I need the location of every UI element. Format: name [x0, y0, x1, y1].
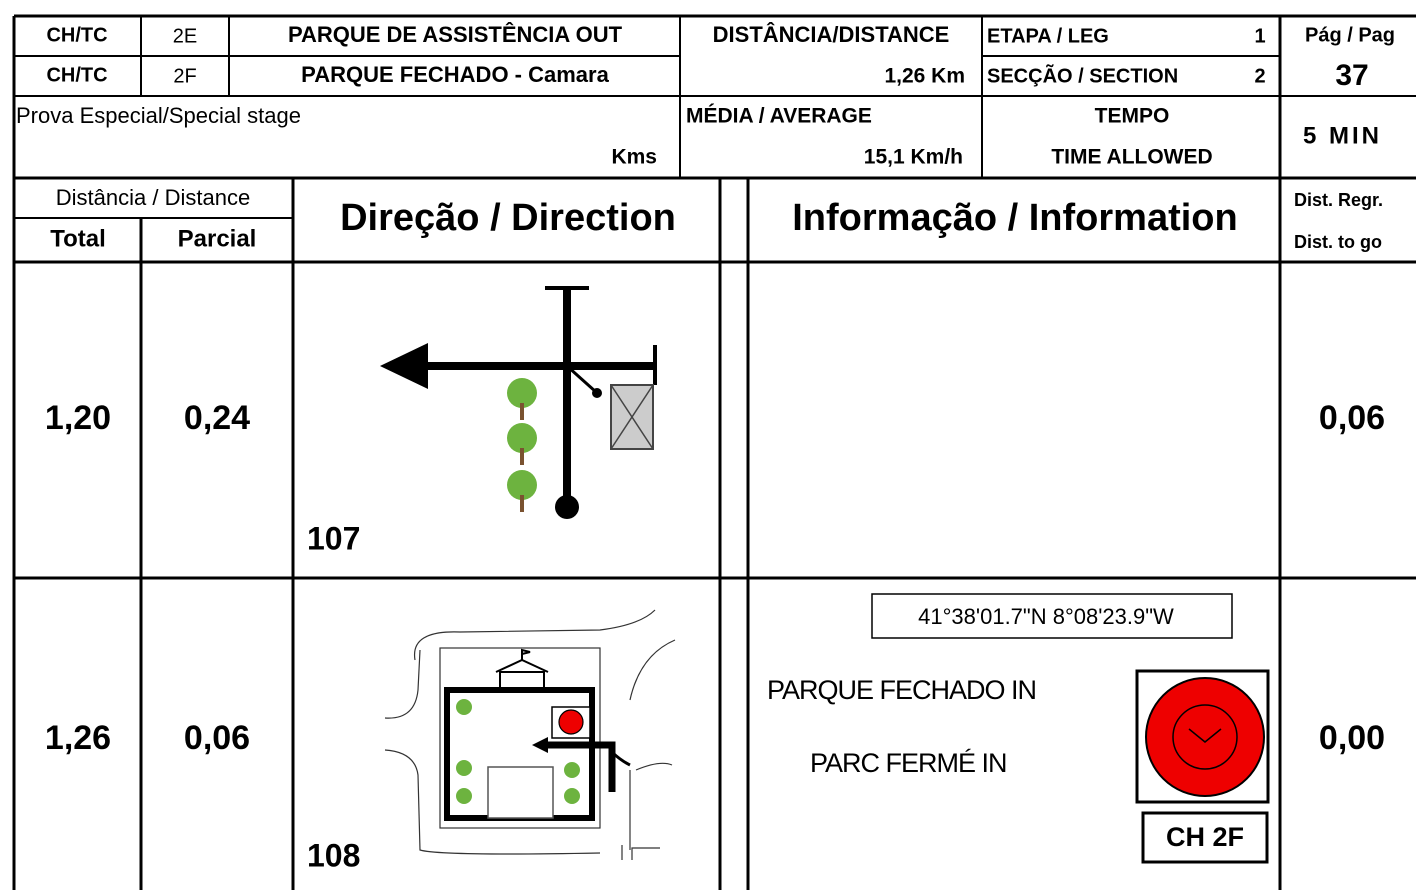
stage-unit: Kms — [611, 146, 657, 169]
average-value: 15,1 Km/h — [864, 146, 963, 169]
partial-distance: 0,06 — [184, 719, 250, 757]
section-label: SECÇÃO / SECTION — [987, 64, 1178, 87]
column-header: Dist. to go — [1294, 232, 1382, 252]
ch-code: 2F — [173, 65, 196, 87]
distance-to-go: 0,00 — [1319, 719, 1385, 757]
coordinates: 41°38'01.7"N 8°08'23.9"W — [918, 604, 1174, 629]
page-label: Pág / Pag — [1305, 24, 1395, 46]
section-value: 2 — [1254, 65, 1265, 87]
column-header: Informação / Information — [792, 197, 1237, 239]
column-header: Dist. Regr. — [1294, 190, 1383, 210]
column-header: Total — [50, 225, 106, 252]
column-header: Distância / Distance — [56, 185, 250, 210]
column-header: Parcial — [178, 225, 257, 252]
control-label: CH 2F — [1166, 822, 1244, 852]
info-text: PARQUE FECHADO IN — [767, 675, 1036, 705]
control-icon — [1135, 669, 1270, 864]
page-number: 37 — [1335, 59, 1368, 92]
distance-value: 1,26 Km — [884, 65, 965, 88]
grid-lines — [12, 14, 1416, 890]
time-allowed: 5 MIN — [1303, 122, 1382, 149]
partial-distance: 0,24 — [184, 399, 250, 437]
average-label: MÉDIA / AVERAGE — [686, 105, 872, 128]
time-label: TIME ALLOWED — [1051, 146, 1212, 169]
tulip-diagram — [384, 609, 676, 860]
ch-name: PARQUE DE ASSISTÊNCIA OUT — [288, 22, 623, 47]
box-number: 107 — [307, 520, 360, 556]
stage-label: Prova Especial/Special stage — [16, 103, 301, 128]
ch-name: PARQUE FECHADO - Camara — [301, 62, 609, 87]
column-header: Direção / Direction — [340, 197, 676, 239]
coordinates-box — [871, 593, 1233, 639]
ch-label: CH/TC — [46, 24, 107, 46]
cell-mask — [1247, 60, 1277, 94]
time-label: TEMPO — [1095, 105, 1170, 128]
ch-code: 2E — [173, 25, 197, 47]
leg-label: ETAPA / LEG — [987, 25, 1109, 47]
distance-to-go: 0,06 — [1319, 399, 1385, 437]
box-number: 108 — [307, 837, 360, 873]
total-distance: 1,26 — [45, 719, 111, 757]
info-text: PARC FERMÉ IN — [810, 748, 1007, 778]
distance-label: DISTÂNCIA/DISTANCE — [713, 22, 950, 47]
leg-value: 1 — [1254, 25, 1265, 47]
total-distance: 1,20 — [45, 399, 111, 437]
tulip-diagram — [380, 286, 657, 519]
ch-label: CH/TC — [46, 64, 107, 86]
